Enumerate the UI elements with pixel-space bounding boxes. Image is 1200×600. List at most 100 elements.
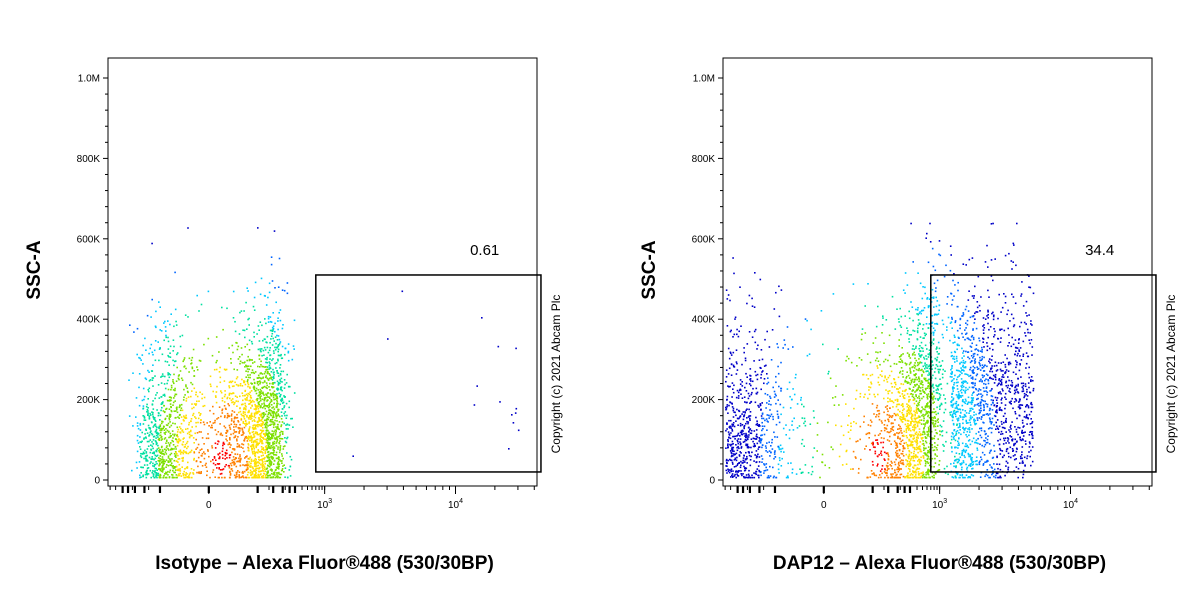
event-point [990,259,993,261]
event-point [929,382,931,385]
event-point [953,273,955,275]
event-point [281,415,283,417]
event-point [965,322,967,324]
event-point [268,465,271,468]
event-point [1000,383,1002,386]
event-point [238,474,240,476]
event-point [152,426,155,428]
event-point [146,473,149,476]
event-point [936,449,938,451]
event-point [977,275,980,278]
event-point [235,423,238,426]
event-point [922,471,924,473]
event-point [1017,352,1019,355]
event-point [194,416,196,418]
event-point [956,385,959,387]
event-point [240,403,243,406]
event-point [764,445,767,447]
event-point [927,468,929,471]
event-point [224,369,227,371]
event-point [190,418,193,420]
event-point [937,469,940,471]
event-point [755,423,758,426]
event-point [184,451,186,453]
event-point [281,460,283,462]
event-point [237,358,240,360]
event-point [972,399,974,402]
event-point [923,332,926,335]
event-point [248,449,250,452]
event-point [201,437,204,439]
event-point [271,434,273,437]
event-point [845,450,848,453]
event-point [247,457,250,460]
event-point [938,253,940,256]
event-point [876,439,879,441]
event-point [897,403,900,406]
event-point [238,445,240,447]
event-point [401,290,404,293]
event-point [272,350,275,352]
event-point [254,426,257,429]
event-point [271,386,274,388]
event-point [746,438,749,440]
event-point [153,349,156,352]
event-point [176,431,179,433]
event-point [278,428,280,431]
event-point [1030,403,1032,405]
event-point [259,451,262,453]
event-point [181,430,183,432]
event-point [1002,370,1004,372]
event-point [184,314,187,316]
event-point [153,465,155,468]
event-point [240,457,242,460]
y-tick-label: 600K [77,234,101,245]
event-point [874,359,877,362]
event-point [768,414,770,417]
event-point [767,421,769,423]
event-point [983,324,985,326]
event-point [237,426,240,429]
event-point [168,430,170,433]
event-point [821,453,824,456]
event-point [277,448,279,450]
event-point [901,412,903,414]
event-point [895,414,897,417]
event-point [725,458,728,461]
event-point [765,418,768,420]
event-point [278,442,281,445]
event-point [980,378,982,381]
event-point [967,401,970,403]
event-point [1000,337,1002,339]
event-point [238,459,241,462]
event-point [184,443,187,446]
event-point [254,281,257,284]
event-point [283,464,285,466]
event-point [980,350,982,352]
event-point [255,438,258,441]
event-point [261,412,264,415]
event-point [240,413,243,416]
event-point [900,419,903,422]
event-point [239,383,242,385]
event-point [212,469,215,471]
event-point [268,396,270,398]
event-point [998,431,1000,434]
event-point [1012,455,1015,457]
event-point [189,451,192,453]
event-point [145,451,148,453]
event-point [168,415,171,417]
event-point [168,413,171,416]
event-point [957,419,960,421]
event-point [986,342,988,344]
event-point [887,359,889,362]
event-point [184,476,187,479]
event-point [747,476,749,479]
event-point [917,435,919,437]
event-point [967,453,970,456]
event-point [959,371,962,373]
event-point [229,438,231,441]
event-point [264,366,266,368]
event-point [276,474,278,476]
event-point [1000,476,1002,479]
